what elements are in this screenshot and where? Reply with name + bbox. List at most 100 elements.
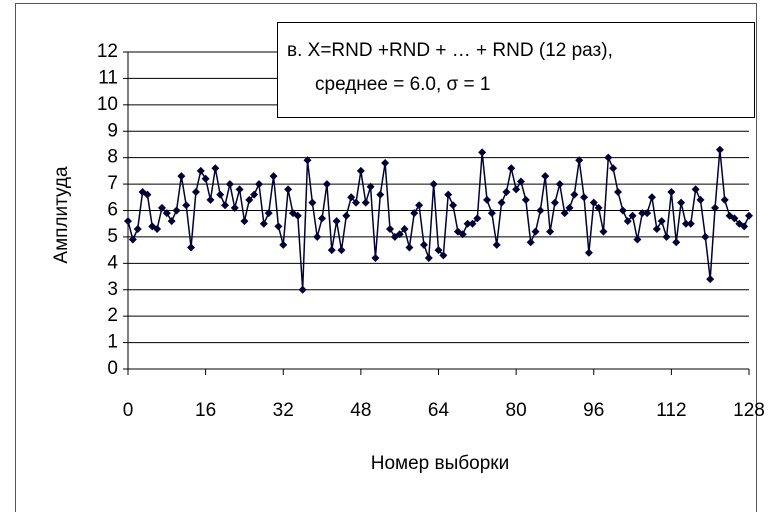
data-point (303, 156, 312, 165)
data-point (686, 219, 695, 228)
data-point (604, 153, 613, 162)
data-point (191, 188, 200, 197)
data-point (322, 180, 331, 189)
data-point (473, 214, 482, 223)
data-point (381, 158, 390, 167)
data-point (643, 209, 652, 218)
data-point (584, 248, 593, 257)
data-point (293, 211, 302, 220)
data-point (740, 222, 749, 231)
data-point (575, 156, 584, 165)
data-point (371, 254, 380, 263)
data-point (463, 219, 472, 228)
data-point (696, 195, 705, 204)
y-tick-label: 7 (107, 173, 118, 194)
data-point (492, 240, 501, 249)
data-point (672, 238, 681, 247)
y-tick-label: 9 (107, 120, 118, 141)
data-point (429, 180, 438, 189)
data-point (400, 224, 409, 233)
data-point (133, 224, 142, 233)
data-point (240, 217, 249, 226)
data-point (385, 224, 394, 233)
y-tick-label: 5 (107, 226, 118, 247)
data-point (633, 235, 642, 244)
data-point (128, 235, 137, 244)
data-point (614, 188, 623, 197)
data-point (284, 185, 293, 194)
data-point (560, 209, 569, 218)
y-tick-label: 2 (107, 305, 118, 326)
data-point (691, 185, 700, 194)
data-point (599, 227, 608, 236)
data-point (521, 195, 530, 204)
data-point (279, 240, 288, 249)
data-point (609, 164, 618, 173)
y-tick-label: 6 (107, 200, 118, 221)
y-tick-label: 10 (97, 94, 118, 115)
data-point (512, 185, 521, 194)
x-tick-label: 16 (195, 400, 216, 421)
data-point (449, 201, 458, 210)
data-point (196, 166, 205, 175)
data-point (211, 164, 220, 173)
data-point (681, 219, 690, 228)
y-tick-label: 8 (107, 147, 118, 168)
data-point (376, 190, 385, 199)
data-point (172, 206, 181, 215)
data-point (580, 193, 589, 202)
data-point (745, 211, 753, 220)
data-point (667, 188, 676, 197)
data-point (337, 246, 346, 255)
data-point (594, 203, 603, 212)
data-point (235, 185, 244, 194)
x-tick-label: 32 (273, 400, 294, 421)
data-point (182, 201, 191, 210)
data-point (565, 203, 574, 212)
data-point (298, 285, 307, 294)
data-point (221, 201, 230, 210)
data-point (405, 243, 414, 252)
data-point (526, 238, 535, 247)
data-point (230, 203, 239, 212)
y-tick-label: 3 (107, 279, 118, 300)
x-tick-label: 80 (506, 400, 527, 421)
data-point (347, 193, 356, 202)
data-point (638, 209, 647, 218)
data-point (497, 198, 506, 207)
data-point (157, 203, 166, 212)
y-tick-label: 12 (97, 41, 118, 62)
data-point (483, 195, 492, 204)
data-point (143, 190, 152, 199)
data-point (327, 246, 336, 255)
data-point (706, 275, 715, 284)
data-point (434, 246, 443, 255)
data-point (395, 230, 404, 239)
x-axis-label: Номер выборки (371, 453, 509, 474)
data-point (206, 195, 215, 204)
data-point (570, 190, 579, 199)
data-point (177, 172, 186, 181)
y-tick-label: 4 (107, 252, 118, 273)
data-point (487, 209, 496, 218)
data-point (259, 219, 268, 228)
data-point (332, 217, 341, 226)
annotation: среднее = 6.0, σ = 1 (315, 74, 491, 95)
data-point (415, 201, 424, 210)
data-point (225, 180, 234, 189)
data-point (274, 222, 283, 231)
data-point (153, 224, 162, 233)
data-point (366, 182, 375, 191)
annotation: в. X=RND +RND + … + RND (12 раз), (287, 40, 613, 61)
data-point (701, 232, 710, 241)
data-point (468, 219, 477, 228)
data-point (647, 193, 656, 202)
data-point (546, 227, 555, 236)
data-point (313, 232, 322, 241)
data-point (439, 251, 448, 260)
data-point (516, 177, 525, 186)
x-tick-label: 0 (123, 400, 134, 421)
data-point (715, 145, 724, 154)
data-point (541, 172, 550, 181)
